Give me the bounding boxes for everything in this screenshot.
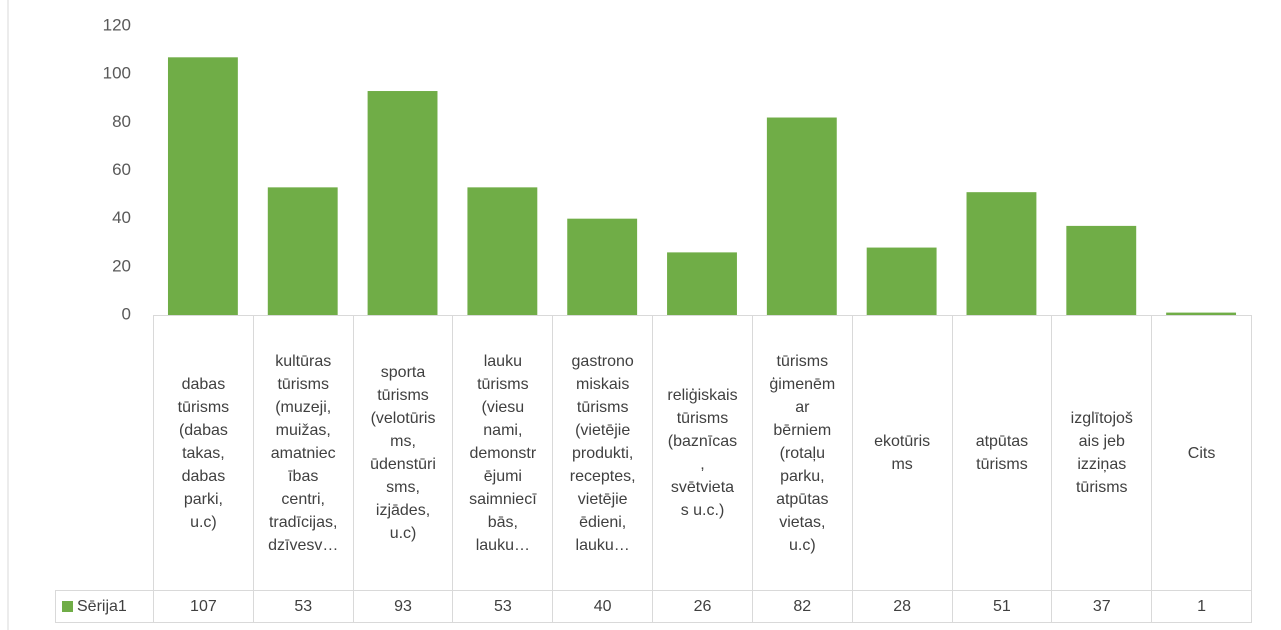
x-category-cell: izglītojoš ais jeb izziņas tūrisms bbox=[1051, 315, 1153, 591]
data-table-value: 53 bbox=[452, 590, 554, 623]
bar bbox=[367, 91, 438, 316]
y-tick-label: 100 bbox=[103, 64, 131, 83]
bar bbox=[1066, 225, 1137, 315]
bar bbox=[267, 187, 338, 315]
data-table-value: 53 bbox=[252, 590, 354, 623]
data-table-value: 26 bbox=[652, 590, 753, 623]
bar bbox=[866, 247, 937, 315]
x-category-cell: kultūras tūrisms (muzeji, muižas, amatni… bbox=[252, 315, 354, 591]
data-table-value: 40 bbox=[552, 590, 654, 623]
x-category-cell: Cits bbox=[1151, 315, 1252, 591]
data-table-value: 93 bbox=[352, 590, 454, 623]
x-category-cell: gastrono miskais tūrisms (vietējie produ… bbox=[552, 315, 654, 591]
x-category-cell: tūrisms ģimenēm ar bērniem (rotaļu parku… bbox=[751, 315, 853, 591]
x-category-cell: atpūtas tūrisms bbox=[951, 315, 1053, 591]
data-table-value: 51 bbox=[951, 590, 1053, 623]
y-tick-label: 40 bbox=[112, 208, 131, 227]
y-tick-label: 0 bbox=[122, 304, 131, 323]
x-category-cell: reliģiskais tūrisms (baznīcas , svētviet… bbox=[652, 315, 753, 591]
x-category-cell: sporta tūrisms (velotūris ms, ūdenstūri … bbox=[352, 315, 454, 591]
x-category-cell: dabas tūrisms (dabas takas, dabas parki,… bbox=[153, 315, 254, 591]
y-tick-label: 20 bbox=[112, 256, 131, 275]
y-tick-label: 60 bbox=[112, 160, 131, 179]
data-table-value: 1 bbox=[1151, 590, 1252, 623]
bar bbox=[467, 187, 538, 315]
x-category-cell: ekotūris ms bbox=[851, 315, 953, 591]
legend-swatch bbox=[62, 601, 73, 612]
bar bbox=[966, 192, 1037, 315]
bar bbox=[1166, 312, 1237, 315]
legend-cell: Sērija1 bbox=[55, 590, 154, 623]
y-tick-label: 120 bbox=[103, 15, 131, 34]
bar bbox=[766, 117, 837, 316]
bar bbox=[167, 57, 238, 315]
legend-label: Sērija1 bbox=[77, 598, 127, 615]
x-category-cell: lauku tūrisms (viesu nami, demonstr ējum… bbox=[452, 315, 554, 591]
data-table-value: 28 bbox=[851, 590, 953, 623]
data-table-value: 107 bbox=[153, 590, 254, 623]
bar bbox=[567, 218, 638, 315]
bar bbox=[667, 252, 737, 315]
data-table-value: 37 bbox=[1051, 590, 1153, 623]
y-tick-label: 80 bbox=[112, 112, 131, 131]
data-table-value: 82 bbox=[751, 590, 853, 623]
